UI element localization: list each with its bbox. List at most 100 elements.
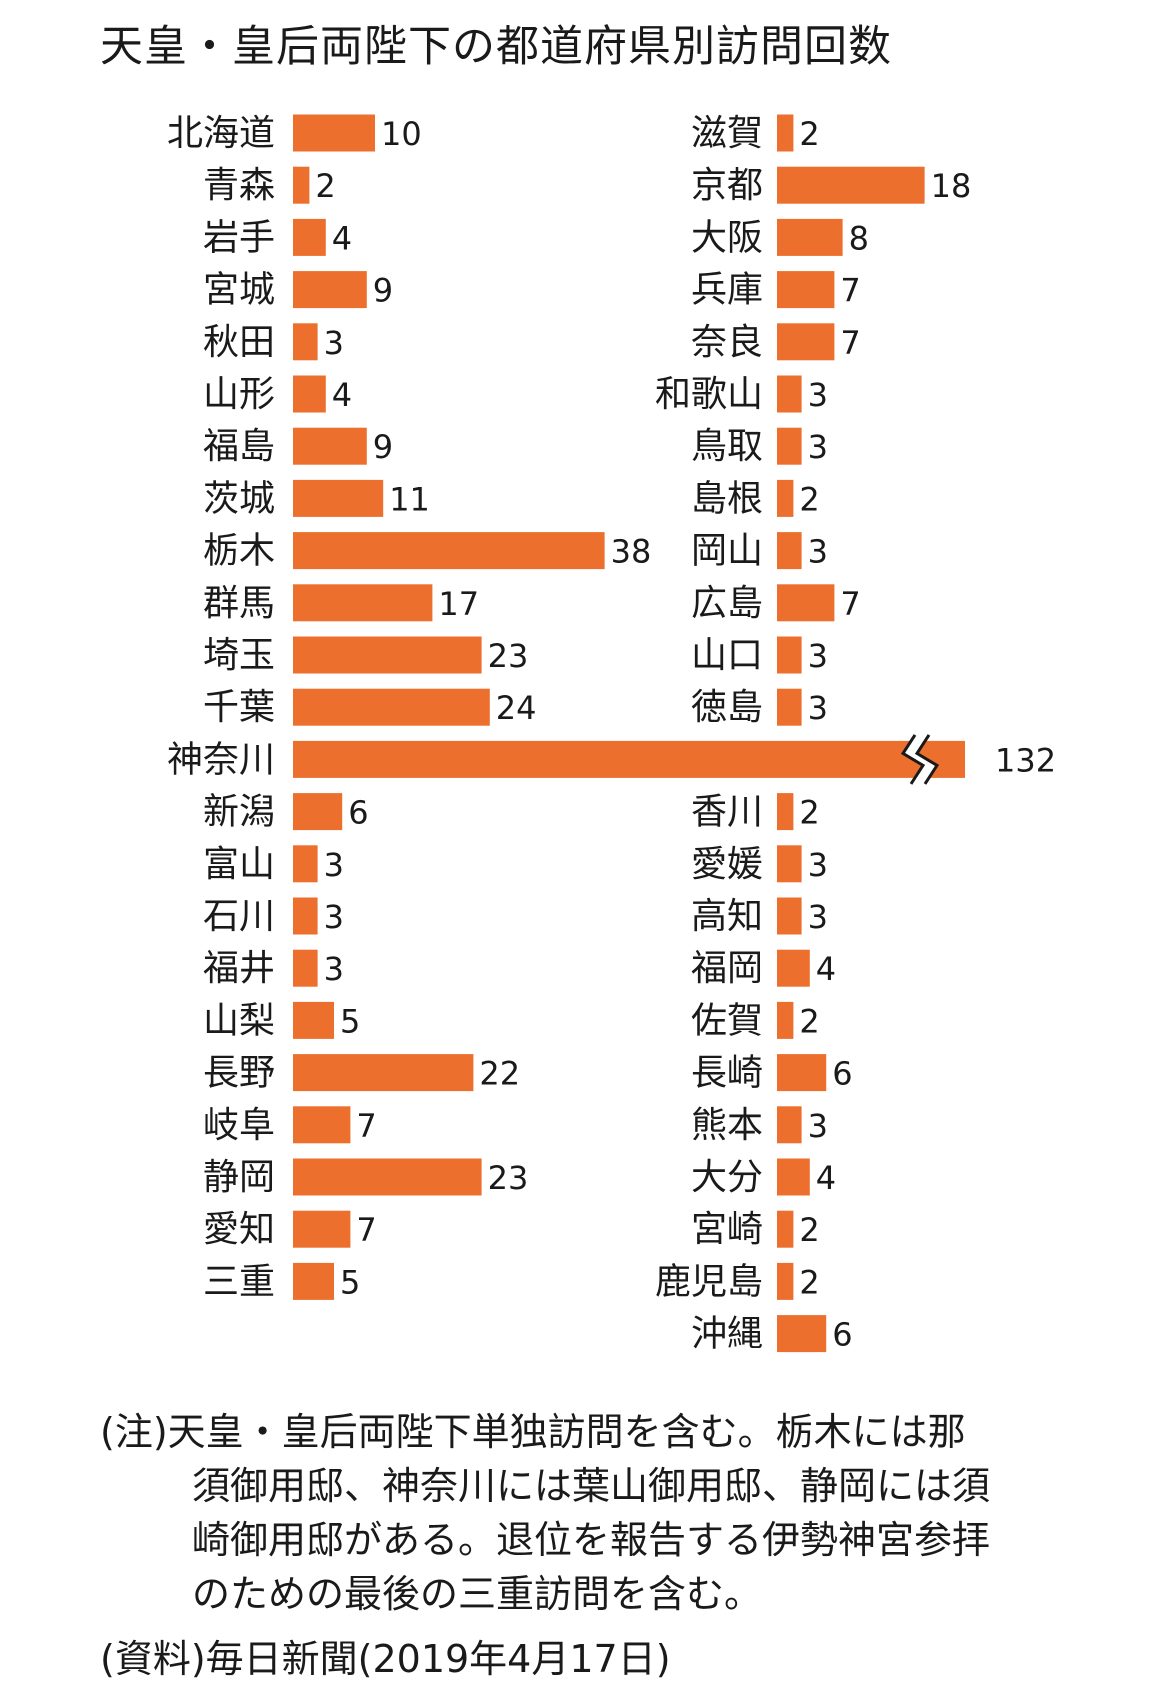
bar [293,1106,351,1144]
value-label: 3 [808,898,828,936]
category-label: 和歌山 [655,374,763,415]
bar [293,1262,334,1300]
category-label: 宮崎 [691,1209,763,1250]
bar [777,1262,794,1300]
value-label: 3 [808,376,828,414]
axis-break-mark [900,734,926,785]
value-label: 4 [332,376,352,414]
category-label: 福島 [203,426,275,467]
value-label: 23 [488,637,529,675]
value-label: 3 [324,950,344,988]
category-label: 神奈川 [167,739,275,780]
bar [777,114,794,152]
value-label: 18 [931,167,972,205]
category-label: 茨城 [203,478,275,519]
category-label: 島根 [691,478,763,519]
bar [777,636,802,674]
axis-break-mark [914,734,940,785]
category-label: 静岡 [203,1157,275,1198]
category-label: 秋田 [203,322,275,363]
value-label: 3 [808,637,828,675]
value-label: 2 [799,115,819,153]
category-label: 北海道 [167,113,275,154]
category-label: 岩手 [203,217,275,258]
bar [777,949,810,987]
bar [293,271,367,309]
bar [777,427,802,465]
value-label: 5 [340,1002,360,1040]
bar [777,323,835,361]
bar [293,636,482,674]
bar [777,1210,794,1248]
category-label: 広島 [691,583,763,624]
value-label: 6 [832,1055,852,1093]
value-label: 7 [840,585,860,623]
bar [777,688,802,726]
category-label: 栃木 [203,531,275,572]
value-label: 8 [849,219,869,257]
category-label: 大阪 [691,217,763,258]
category-label: 岡山 [691,531,763,572]
bar [293,479,384,517]
value-label: 6 [832,1316,852,1354]
value-label: 9 [373,428,393,466]
bar [293,949,318,987]
bar [293,166,310,204]
category-label: 鹿児島 [655,1261,763,1302]
bar [777,532,802,570]
bar [293,218,326,256]
source-note: (資料)毎日新聞(2019年4月17日) [100,1637,671,1681]
value-label: 6 [348,794,368,832]
bar [777,584,835,622]
bar [777,1106,802,1144]
value-label: 2 [799,1211,819,1249]
category-label: 香川 [691,792,763,833]
category-label: 青森 [203,165,275,206]
bar [777,1054,827,1092]
bar [777,375,802,413]
value-label: 7 [840,272,860,310]
bar [293,323,318,361]
bar [293,427,367,465]
value-label: 7 [356,1107,376,1145]
bar [777,1315,827,1353]
category-label: 福井 [203,948,275,989]
bar [293,1158,482,1196]
note-line-4: のための最後の三重訪問を含む。 [192,1572,763,1616]
bar [777,271,835,309]
category-label: 宮城 [203,270,275,311]
value-label: 132 [995,741,1056,779]
value-label: 3 [324,324,344,362]
axis-break-gap [903,734,937,784]
category-label: 山口 [691,635,763,676]
bar [293,584,433,622]
note-line-1: (注)天皇・皇后両陛下単独訪問を含む。栃木には那 [100,1410,966,1454]
category-label: 三重 [203,1261,275,1302]
bar [293,897,318,935]
category-label: 山形 [203,374,275,415]
value-label: 17 [438,585,479,623]
category-label: 長野 [203,1053,275,1094]
value-label: 2 [799,1002,819,1040]
bar [777,218,843,256]
value-label: 3 [808,846,828,884]
bar [293,740,965,778]
bar [777,166,925,204]
category-label: 富山 [203,844,275,885]
value-label: 3 [808,1107,828,1145]
category-label: 熊本 [691,1105,763,1146]
category-label: 鳥取 [691,426,763,467]
category-label: 大分 [691,1157,763,1198]
value-label: 2 [315,167,335,205]
value-label: 22 [479,1055,520,1093]
category-label: 新潟 [203,792,275,833]
category-label: 徳島 [691,687,763,728]
bar [293,114,375,152]
bar [293,1054,474,1092]
category-label: 京都 [691,165,763,206]
category-label: 石川 [203,896,275,937]
value-label: 9 [373,272,393,310]
category-label: 岐阜 [203,1105,275,1146]
value-label: 2 [799,480,819,518]
